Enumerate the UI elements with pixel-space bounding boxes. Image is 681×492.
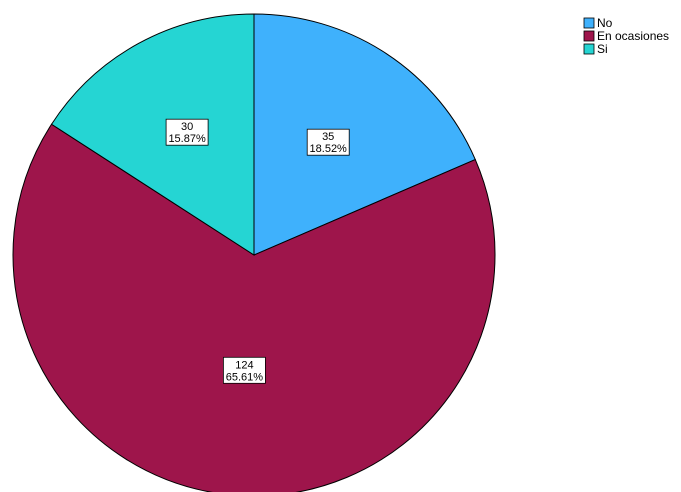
pie-slice-no [253, 13, 476, 256]
slice-label-box [165, 118, 209, 146]
legend-item-no: No [583, 16, 613, 30]
legend-swatch [583, 30, 595, 42]
legend-item-si: Si [583, 42, 608, 56]
legend-swatch [583, 43, 595, 55]
slice-count-label: 35 [322, 131, 334, 143]
legend-swatch [583, 17, 595, 29]
slice-count-label: 30 [181, 121, 193, 133]
slice-label-box [222, 356, 266, 384]
slice-count-label: 124 [235, 359, 253, 371]
pie-slice-si [50, 13, 255, 256]
legend-label: Si [597, 42, 608, 56]
slice-percent-label: 65.61% [226, 371, 264, 383]
slice-percent-label: 15.87% [168, 133, 206, 145]
pie-slice-en-ocasiones [12, 123, 496, 492]
legend-item-en-ocasiones: En ocasiones [583, 29, 669, 43]
legend-label: No [597, 16, 613, 30]
pie-slices [12, 13, 496, 492]
legend-label: En ocasiones [597, 29, 669, 43]
slice-label-box [306, 128, 350, 156]
slice-percent-label: 18.52% [310, 143, 348, 155]
